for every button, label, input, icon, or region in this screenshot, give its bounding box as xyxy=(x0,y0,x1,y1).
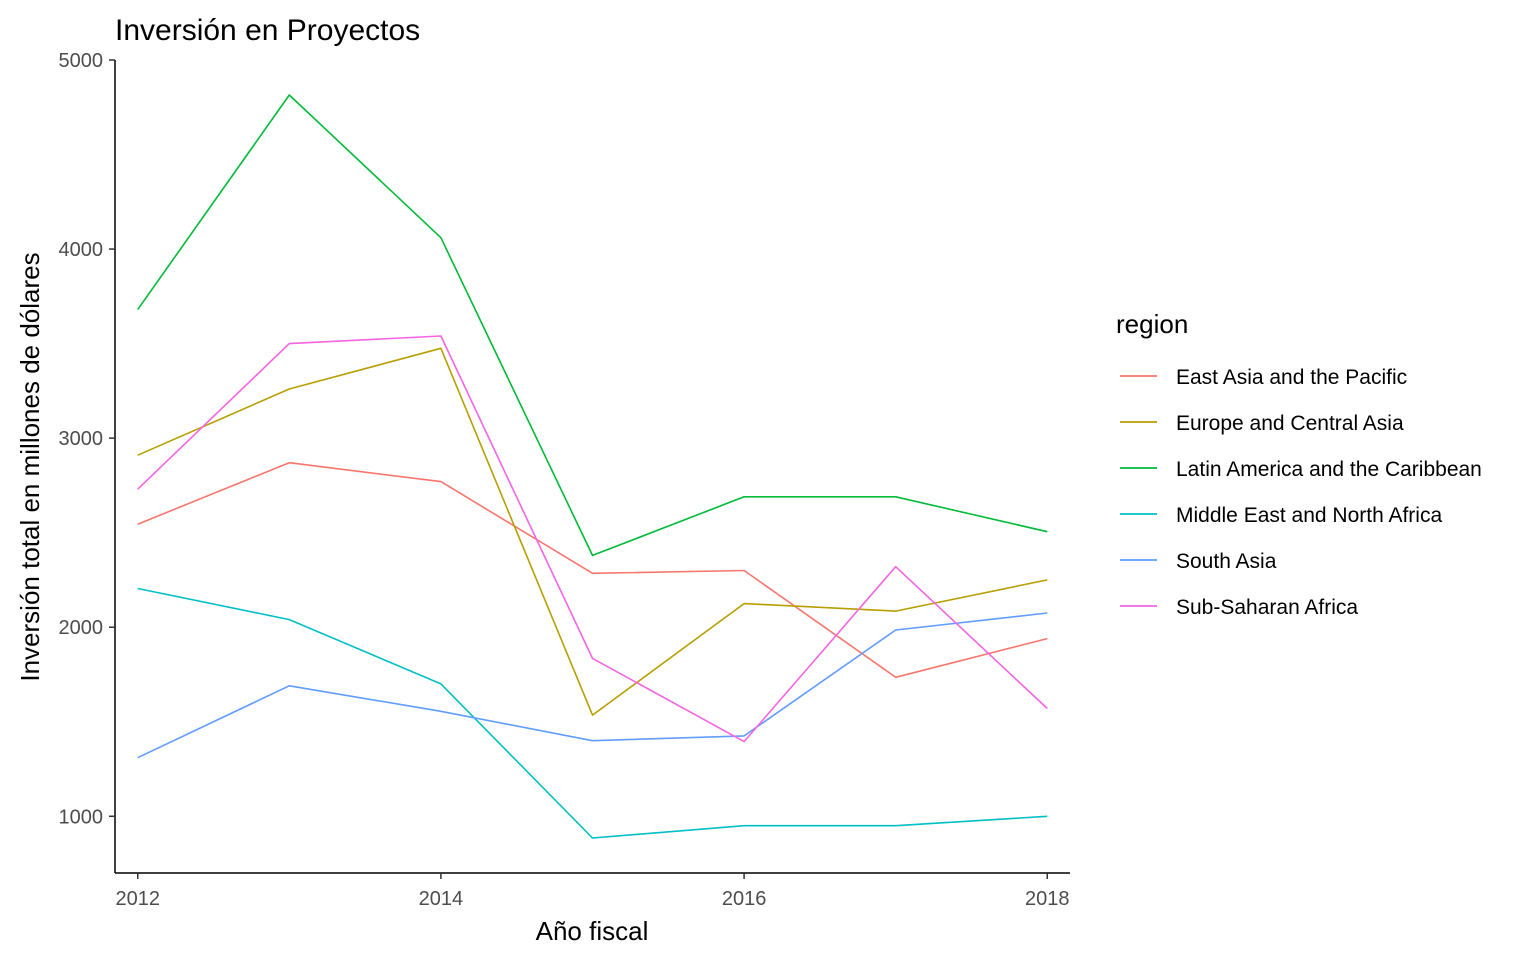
legend-label-latin-america-and-the-caribbean: Latin America and the Caribbean xyxy=(1176,458,1482,481)
legend: region East Asia and the Pacific Europe a… xyxy=(1116,309,1482,619)
y-tick-label: 5000 xyxy=(59,50,104,72)
series-line-sub-saharan-africa xyxy=(137,335,1048,743)
legend-label-europe-and-central-asia: Europe and Central Asia xyxy=(1176,412,1404,435)
y-tick-label: 1000 xyxy=(59,806,104,828)
x-tick-label: 2012 xyxy=(115,888,160,910)
legend-label-middle-east-and-north-africa: Middle East and North Africa xyxy=(1176,504,1442,527)
chart-title: Inversión en Proyectos xyxy=(115,14,420,47)
series-lines xyxy=(137,94,1048,839)
y-tick-label: 4000 xyxy=(59,239,104,261)
series-line-south-asia xyxy=(137,612,1048,759)
x-axis-ticks: 2012 2014 2016 2018 xyxy=(115,873,1070,910)
legend-items: East Asia and the Pacific Europe and Cent… xyxy=(1120,366,1482,619)
x-axis-title: Año fiscal xyxy=(536,916,649,946)
series-line-europe-and-central-asia xyxy=(137,347,1048,716)
y-axis-title: Inversión total en millones de dólares xyxy=(15,252,45,681)
y-tick-label: 3000 xyxy=(59,428,104,450)
legend-title: region xyxy=(1116,309,1188,339)
legend-label-sub-saharan-africa: Sub-Saharan Africa xyxy=(1176,596,1358,619)
x-tick-label: 2016 xyxy=(722,888,767,910)
x-tick-label: 2018 xyxy=(1025,888,1070,910)
legend-label-south-asia: South Asia xyxy=(1176,550,1277,573)
y-axis-ticks: 1000 2000 3000 4000 5000 xyxy=(59,50,115,828)
plot-area: 1000 2000 3000 4000 5000 2012 2014 2016 2018 xyxy=(59,50,1070,910)
series-line-east-asia-and-the-pacific xyxy=(137,461,1048,679)
legend-label-east-asia-and-the-pacific: East Asia and the Pacific xyxy=(1176,366,1407,389)
series-line-middle-east-and-north-africa xyxy=(137,587,1048,839)
y-tick-label: 2000 xyxy=(59,617,104,639)
series-line-latin-america-and-the-caribbean xyxy=(137,94,1048,557)
x-tick-label: 2014 xyxy=(419,888,464,910)
